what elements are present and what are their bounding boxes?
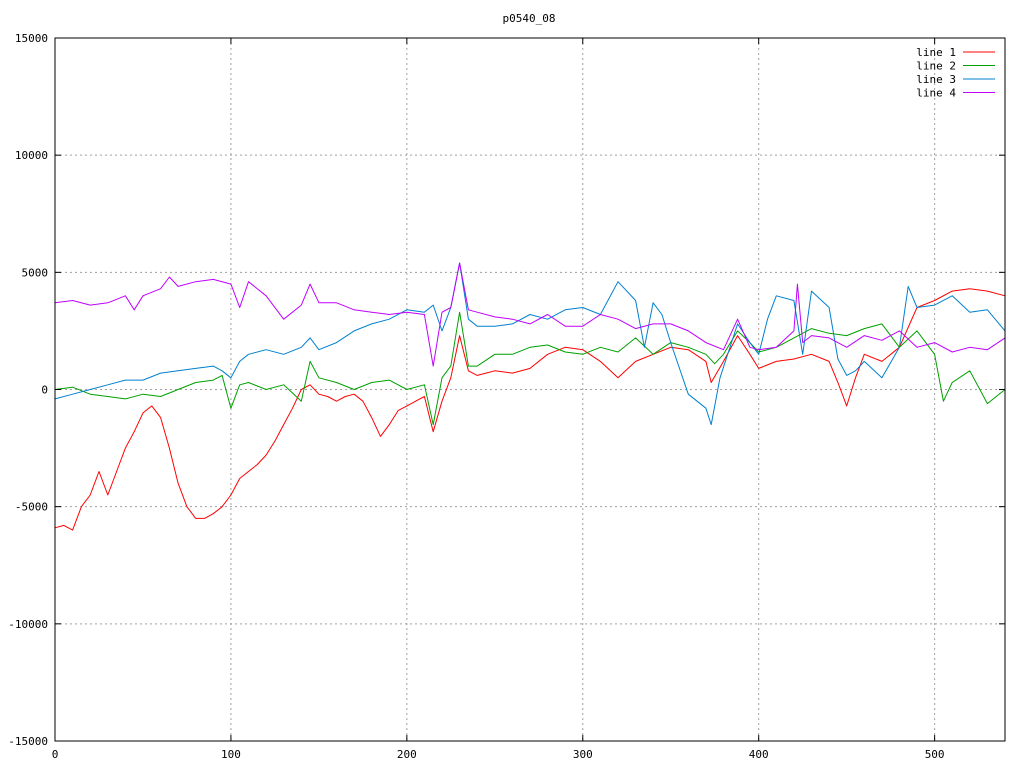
series-line-2 bbox=[54, 311, 1006, 426]
series-line-1 bbox=[54, 288, 1006, 531]
x-tick-label: 0 bbox=[52, 748, 59, 761]
y-tick-label: 15000 bbox=[15, 32, 48, 45]
legend-label: line 3 bbox=[916, 73, 956, 86]
grid bbox=[55, 38, 1005, 741]
x-tick-label: 500 bbox=[925, 748, 945, 761]
legend-label: line 1 bbox=[916, 46, 956, 59]
y-tick-label: -10000 bbox=[8, 618, 48, 631]
y-tick-label: -15000 bbox=[8, 735, 48, 748]
x-tick-label: 200 bbox=[397, 748, 417, 761]
x-tick-label: 400 bbox=[749, 748, 769, 761]
axis-ticks: 0 100 200 300 400 500 -15000 -10000 -5000 0 5000 10… bbox=[8, 32, 1005, 761]
x-tick-label: 300 bbox=[573, 748, 593, 761]
y-tick-label: 10000 bbox=[15, 149, 48, 162]
y-tick-label: 5000 bbox=[22, 266, 49, 279]
series-line-4 bbox=[54, 262, 1006, 367]
series-lines bbox=[54, 262, 1006, 531]
chart-title: p0540_08 bbox=[503, 12, 556, 25]
legend-label: line 4 bbox=[916, 87, 956, 100]
x-tick-label: 100 bbox=[221, 748, 241, 761]
series-line-3 bbox=[54, 262, 1006, 426]
y-tick-label: 0 bbox=[41, 384, 48, 397]
legend-label: line 2 bbox=[916, 60, 956, 73]
y-tick-label: -5000 bbox=[15, 501, 48, 514]
